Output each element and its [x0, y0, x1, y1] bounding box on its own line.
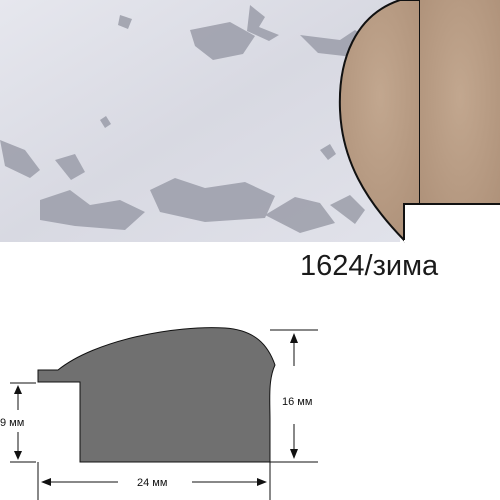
rebate-label: 9 мм	[0, 417, 24, 429]
rebate-arrow-up	[14, 385, 22, 394]
width-dimension	[37, 462, 271, 500]
profile-shape	[37, 327, 276, 463]
wood-cross-section	[338, 0, 421, 243]
patina-pattern	[0, 5, 373, 233]
width-arrow-right	[257, 478, 267, 486]
profile-drawing: 16 мм 9 мм 24 мм	[0, 327, 318, 500]
width-label: 24 мм	[137, 477, 167, 489]
moulding-photo	[0, 0, 500, 243]
rebate-arrow-down	[14, 451, 22, 460]
height-label: 16 мм	[282, 396, 312, 408]
height-arrow-up	[290, 333, 298, 343]
width-arrow-left	[41, 478, 51, 486]
height-arrow-down	[290, 449, 298, 459]
product-code: 1624/зима	[300, 250, 439, 282]
